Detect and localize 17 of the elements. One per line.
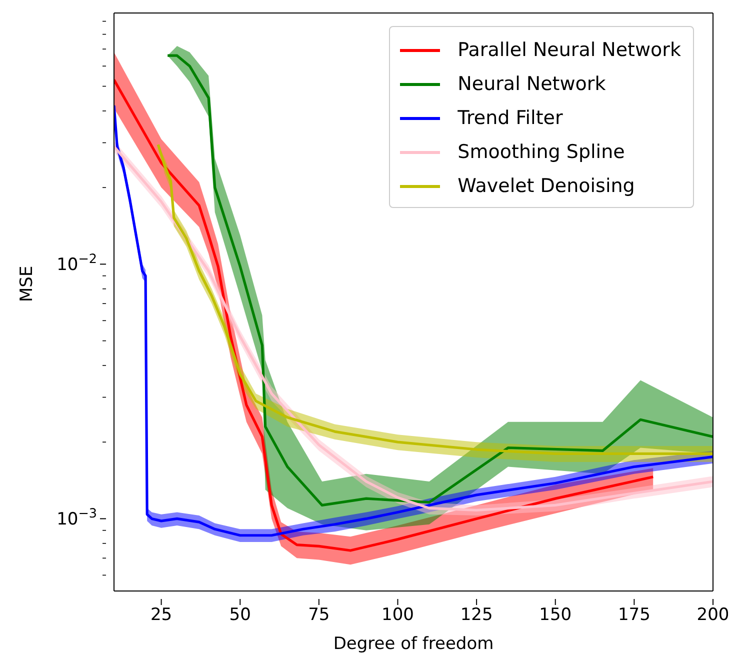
legend-label: Wavelet Denoising xyxy=(458,175,635,197)
y-tick-label: 10$^{−2}$ xyxy=(56,252,97,276)
x-tick-label: 100 xyxy=(382,605,414,625)
x-tick-label: 175 xyxy=(618,605,650,625)
y-tick-label: 10$^{−3}$ xyxy=(56,506,97,530)
y-axis-title: MSE xyxy=(17,266,38,302)
legend-label: Neural Network xyxy=(458,73,606,95)
x-tick-label: 125 xyxy=(460,605,493,625)
legend-label: Smoothing Spline xyxy=(458,141,625,163)
x-tick-label: 50 xyxy=(229,605,251,625)
x-tick-label: 75 xyxy=(308,605,330,625)
legend-label: Trend Filter xyxy=(458,107,563,129)
x-tick-label: 25 xyxy=(150,605,172,625)
x-tick-label: 200 xyxy=(696,605,730,625)
x-axis-title: Degree of freedom xyxy=(333,634,494,654)
legend-label: Parallel Neural Network xyxy=(458,39,681,61)
x-tick-label: 150 xyxy=(539,605,572,625)
